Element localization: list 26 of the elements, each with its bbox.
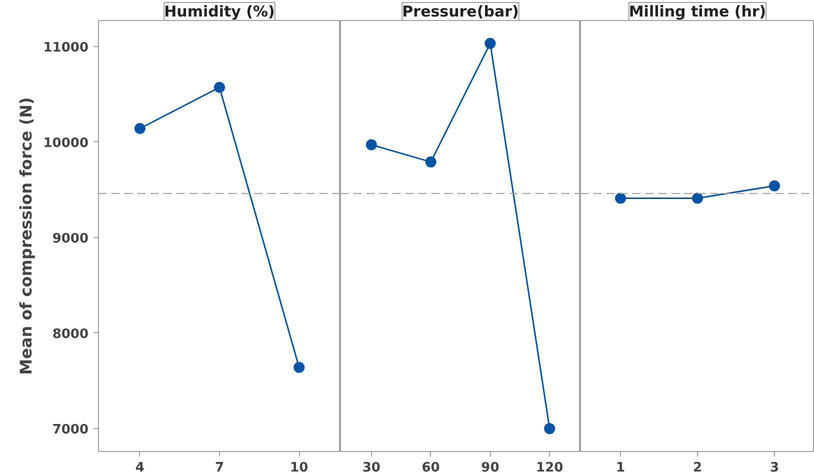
x-tick-label: 3 bbox=[770, 460, 779, 474]
x-tick-label: 30 bbox=[362, 460, 380, 474]
x-tick-label: 60 bbox=[422, 460, 440, 474]
x-tick-label: 90 bbox=[481, 460, 500, 474]
x-tick-label: 4 bbox=[135, 460, 144, 474]
x-tick-label: 2 bbox=[692, 460, 702, 474]
point bbox=[484, 38, 496, 49]
y-tick-label: 8000 bbox=[52, 327, 89, 342]
y-tick-label: 10000 bbox=[43, 136, 89, 151]
point bbox=[366, 139, 377, 150]
chart-title: Milling time (hr) bbox=[628, 2, 766, 20]
y-axis-title: Mean of compression force (N) bbox=[16, 97, 36, 375]
chart-title: Pressure(bar) bbox=[402, 2, 519, 20]
chart-title: Humidity (%) bbox=[164, 2, 275, 20]
point bbox=[134, 123, 146, 134]
y-tick-label: 11000 bbox=[43, 40, 89, 56]
y-tick-label: 7000 bbox=[52, 422, 89, 438]
point bbox=[214, 82, 225, 93]
x-tick-label: 10 bbox=[290, 460, 308, 474]
x-tick-label: 1 bbox=[616, 460, 626, 474]
point bbox=[544, 423, 556, 434]
x-tick-label: 120 bbox=[536, 460, 564, 474]
point bbox=[294, 362, 305, 373]
y-tick-label: 9000 bbox=[52, 231, 89, 246]
x-tick-label: 7 bbox=[214, 460, 224, 474]
point bbox=[425, 156, 436, 168]
